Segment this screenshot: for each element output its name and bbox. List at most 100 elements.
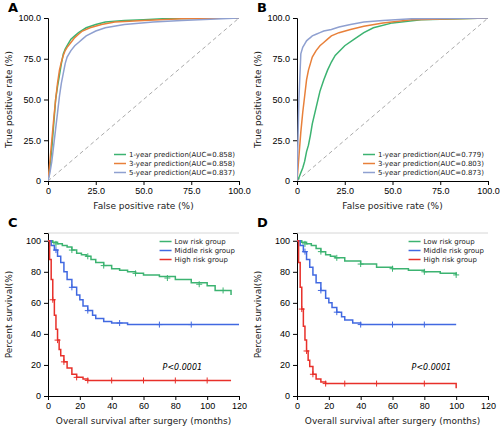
x-tick-mark bbox=[207, 396, 208, 400]
y-tick: 20 bbox=[280, 360, 297, 370]
plot-area bbox=[297, 18, 488, 181]
x-tick-label: 60 bbox=[139, 401, 149, 411]
y-tick: 0 bbox=[36, 176, 48, 186]
y-tick-mark bbox=[293, 241, 297, 242]
censor-mark bbox=[85, 377, 91, 383]
x-tick-label: 75.0 bbox=[183, 186, 201, 196]
censor-mark bbox=[188, 322, 194, 328]
legend: 1-year prediction(AUC=0.858)3-year predi… bbox=[114, 151, 235, 177]
censor-mark bbox=[101, 263, 107, 269]
x-tick-mark bbox=[393, 181, 394, 185]
y-tick: 80 bbox=[31, 267, 48, 277]
y-tick-mark bbox=[44, 18, 48, 19]
legend-label: Low risk group bbox=[424, 238, 476, 246]
y-tick: 100 bbox=[26, 236, 48, 246]
censor-mark bbox=[69, 247, 75, 253]
y-axis: 020406080100 bbox=[275, 234, 298, 402]
legend-item: Low risk group bbox=[409, 238, 476, 246]
y-tick-mark bbox=[44, 272, 48, 273]
y-tick: 80 bbox=[280, 267, 297, 277]
censor-mark bbox=[53, 247, 59, 253]
legend-item: 3-year prediction(AUC=0.858) bbox=[114, 160, 235, 168]
x-tick-label: 20 bbox=[324, 401, 334, 411]
censor-mark bbox=[390, 322, 396, 328]
x-tick-mark bbox=[239, 181, 240, 185]
x-tick: 75.0 bbox=[432, 181, 450, 196]
censor-mark bbox=[50, 297, 56, 303]
y-tick: 25.0 bbox=[272, 136, 297, 146]
x-tick-label: 120 bbox=[232, 401, 247, 411]
censor-mark bbox=[69, 284, 75, 290]
panel-title: B bbox=[257, 0, 267, 15]
x-axis: 020406080100120 bbox=[46, 396, 247, 411]
legend-label: 3-year prediction(AUC=0.803) bbox=[378, 160, 484, 168]
legend-label: High risk group bbox=[424, 256, 478, 264]
panel-title: A bbox=[8, 0, 18, 15]
y-axis: 025.050.075.0100.0 bbox=[18, 13, 48, 186]
y-tick: 100.0 bbox=[267, 13, 297, 23]
legend-label: 1-year prediction(AUC=0.858) bbox=[129, 151, 235, 159]
x-tick-label: 80 bbox=[420, 401, 430, 411]
y-tick-mark bbox=[44, 365, 48, 366]
y-axis: 025.050.075.0100.0 bbox=[267, 13, 297, 186]
x-tick-label: 20 bbox=[75, 401, 85, 411]
plot-area bbox=[48, 241, 239, 384]
y-tick: 0 bbox=[36, 391, 48, 401]
y-tick-mark bbox=[293, 59, 297, 60]
x-tick-label: 100.0 bbox=[228, 186, 251, 196]
censor-mark bbox=[220, 287, 226, 293]
legend-label: Middle risk group bbox=[424, 247, 485, 255]
plot-frame-top bbox=[297, 233, 488, 234]
censor-mark bbox=[133, 270, 139, 276]
censor-mark bbox=[85, 253, 91, 259]
y-tick-label: 60 bbox=[31, 298, 41, 308]
censor-mark bbox=[310, 371, 316, 377]
x-tick-label: 60 bbox=[388, 401, 398, 411]
series-line bbox=[48, 241, 231, 381]
censor-mark bbox=[109, 377, 115, 383]
legend-swatch bbox=[363, 172, 375, 174]
x-tick-mark bbox=[345, 181, 346, 185]
legend-swatch bbox=[160, 259, 172, 261]
y-tick-label: 100.0 bbox=[267, 13, 290, 23]
x-tick-mark bbox=[144, 181, 145, 185]
legend-item: Middle risk group bbox=[160, 247, 236, 255]
y-tick-label: 25.0 bbox=[23, 136, 41, 146]
x-tick-label: 0 bbox=[46, 186, 51, 196]
y-axis-line bbox=[44, 19, 49, 182]
y-tick: 60 bbox=[31, 298, 48, 308]
y-tick-mark bbox=[44, 241, 48, 242]
censor-mark bbox=[318, 249, 324, 255]
y-tick-mark bbox=[44, 303, 48, 304]
x-axis: 0 25.0 50.0 75.0 100.0 bbox=[46, 181, 251, 196]
censor-mark bbox=[374, 381, 380, 387]
y-tick: 75.0 bbox=[23, 54, 48, 64]
x-tick: 25.0 bbox=[336, 181, 354, 196]
x-tick-label: 100 bbox=[449, 401, 464, 411]
x-tick: 80 bbox=[171, 396, 181, 411]
censor-mark bbox=[358, 322, 364, 328]
x-tick: 50.0 bbox=[135, 181, 153, 196]
y-tick-mark bbox=[44, 140, 48, 141]
y-tick: 0 bbox=[285, 391, 297, 401]
y-tick-label: 40 bbox=[31, 329, 41, 339]
y-tick: 100 bbox=[275, 236, 297, 246]
x-tick-label: 25.0 bbox=[87, 186, 105, 196]
legend-item: Low risk group bbox=[160, 238, 227, 246]
series-line bbox=[297, 18, 488, 181]
legend-label: 1-year prediction(AUC=0.779) bbox=[378, 151, 484, 159]
x-axis-line bbox=[49, 182, 240, 186]
x-tick-mark bbox=[112, 396, 113, 400]
legend-label: 3-year prediction(AUC=0.858) bbox=[129, 160, 235, 168]
x-axis-title: False positive rate (%) bbox=[93, 201, 193, 211]
y-tick-mark bbox=[293, 396, 297, 397]
legend-swatch bbox=[114, 172, 126, 174]
x-tick: 120 bbox=[232, 396, 247, 411]
figure: 025.050.075.0100.0025.050.075.0100.01-ye… bbox=[0, 0, 500, 430]
censor-mark bbox=[196, 281, 202, 287]
legend-swatch bbox=[160, 250, 172, 252]
x-tick: 25.0 bbox=[87, 181, 105, 196]
x-tick-mark bbox=[191, 181, 192, 185]
x-tick-mark bbox=[393, 396, 394, 400]
x-tick: 60 bbox=[388, 396, 398, 411]
